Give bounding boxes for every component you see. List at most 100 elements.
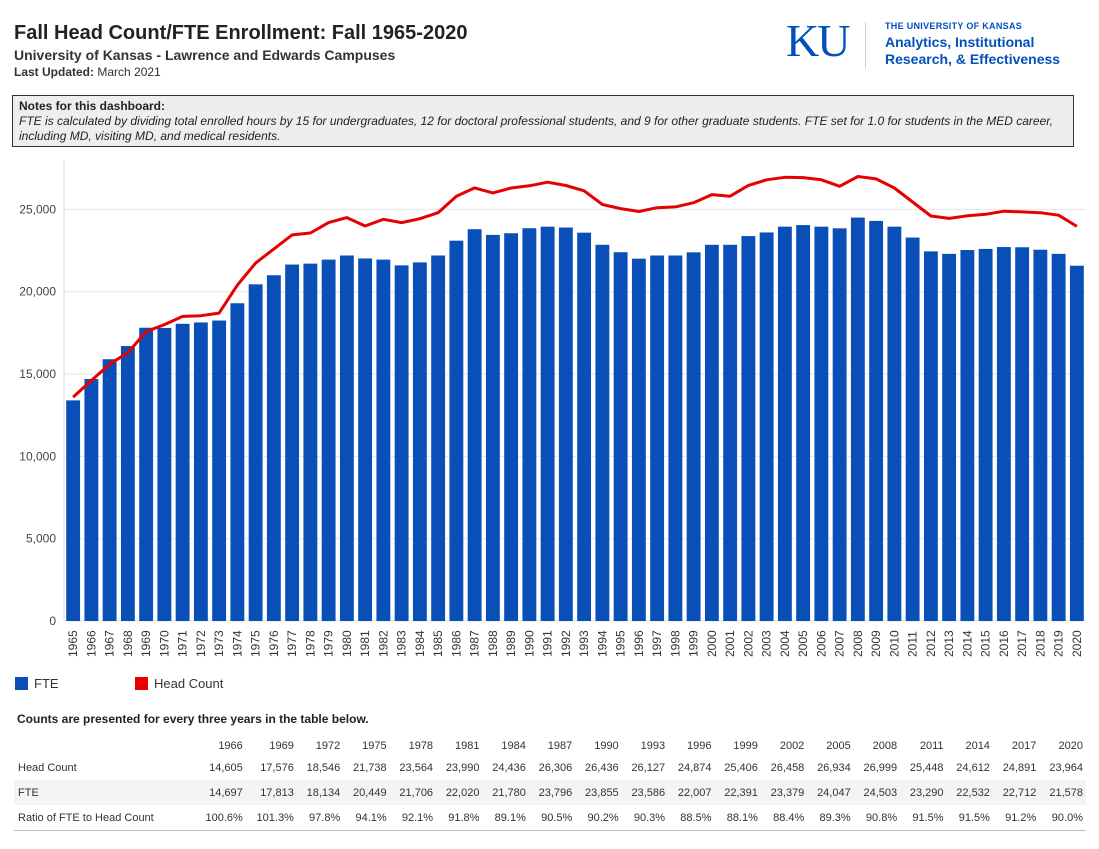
- fte-bar[interactable]: [595, 244, 610, 621]
- fte-bar[interactable]: [303, 263, 318, 621]
- fte-bar[interactable]: [850, 217, 865, 621]
- legend-item-headcount[interactable]: Head Count: [135, 676, 223, 691]
- fte-bar[interactable]: [1051, 253, 1066, 621]
- fte-bar[interactable]: [887, 226, 902, 621]
- x-tick-label: 2012: [924, 630, 938, 657]
- table-cell: 90.3%: [621, 805, 669, 831]
- fte-bar[interactable]: [704, 244, 719, 621]
- fte-bar[interactable]: [84, 379, 99, 621]
- table-cell: 26,306: [538, 761, 573, 774]
- fte-bar[interactable]: [668, 255, 683, 621]
- fte-bar[interactable]: [157, 327, 172, 621]
- x-tick-label: 2006: [814, 630, 828, 657]
- fte-bar[interactable]: [631, 258, 646, 621]
- fte-bar[interactable]: [814, 226, 829, 621]
- fte-bar[interactable]: [777, 226, 792, 621]
- fte-bar[interactable]: [102, 359, 117, 621]
- fte-bar[interactable]: [376, 259, 391, 621]
- x-tick-label: 1984: [413, 630, 427, 657]
- fte-bar[interactable]: [650, 255, 665, 621]
- fte-bar[interactable]: [759, 232, 774, 621]
- x-tick-label: 1977: [285, 630, 299, 657]
- table-cell: 24,874: [677, 761, 712, 774]
- table-row-label: FTE: [14, 780, 195, 805]
- fte-bar[interactable]: [120, 346, 135, 621]
- fte-bar[interactable]: [960, 250, 975, 621]
- notes-panel: Notes for this dashboard: FTE is calcula…: [12, 95, 1074, 147]
- x-tick-label: 1981: [358, 630, 372, 657]
- fte-bar[interactable]: [996, 247, 1011, 621]
- x-tick-label: 2002: [741, 630, 755, 657]
- fte-bar[interactable]: [796, 225, 811, 621]
- fte-bar[interactable]: [869, 220, 884, 622]
- legend-swatch-headcount: [135, 677, 148, 690]
- fte-bar[interactable]: [723, 244, 738, 621]
- x-tick-label: 1980: [340, 630, 354, 657]
- fte-bar[interactable]: [686, 252, 701, 621]
- y-tick-label: 15,000: [19, 367, 56, 381]
- fte-bar[interactable]: [230, 303, 245, 621]
- fte-bar[interactable]: [175, 323, 190, 621]
- fte-bar[interactable]: [577, 232, 592, 622]
- fte-bar[interactable]: [193, 322, 208, 621]
- fte-bar[interactable]: [741, 236, 756, 621]
- fte-bar[interactable]: [394, 265, 409, 621]
- fte-bar[interactable]: [832, 228, 847, 621]
- fte-bar[interactable]: [905, 237, 920, 621]
- fte-bar[interactable]: [449, 240, 464, 622]
- table-cell: 90.2%: [575, 805, 622, 831]
- table-row: Ratio of FTE to Head Count 100.6% 101.3% 97…: [14, 805, 1086, 831]
- x-tick-label: 1992: [559, 630, 573, 657]
- fte-bar[interactable]: [467, 229, 482, 621]
- fte-bar[interactable]: [66, 400, 81, 621]
- table-year-header: 2011: [919, 740, 944, 752]
- y-tick-label: 20,000: [19, 285, 56, 299]
- table-cell: 17,576: [260, 761, 294, 774]
- fte-bar[interactable]: [266, 275, 281, 621]
- org-name-small: THE UNIVERSITY OF KANSAS: [885, 21, 1023, 31]
- fte-bar[interactable]: [558, 227, 573, 621]
- table-cell: 24,891: [1002, 761, 1037, 774]
- fte-bar[interactable]: [923, 251, 938, 622]
- table-year-header: 1996: [687, 740, 712, 752]
- fte-bar[interactable]: [431, 255, 446, 621]
- y-tick-label: 5,000: [26, 532, 56, 546]
- fte-bar[interactable]: [485, 234, 500, 621]
- x-tick-label: 1990: [522, 630, 536, 657]
- table-cell: 92.1%: [389, 805, 437, 831]
- notes-body: FTE is calculated by dividing total enro…: [19, 114, 1053, 143]
- fte-bar[interactable]: [1015, 247, 1030, 621]
- headcount-line[interactable]: [72, 175, 1078, 399]
- fte-bar[interactable]: [1033, 249, 1048, 621]
- fte-bar[interactable]: [613, 252, 628, 621]
- x-tick-label: 2014: [960, 630, 974, 657]
- table-cell: 89.3%: [807, 805, 854, 831]
- table-cell: 14,605: [209, 761, 243, 774]
- table-year-header: 2005: [826, 740, 851, 752]
- fte-bar[interactable]: [1069, 265, 1084, 621]
- table-cell: 94.1%: [343, 805, 390, 831]
- fte-bar[interactable]: [285, 264, 300, 621]
- fte-bar[interactable]: [412, 262, 427, 621]
- table-cell: 23,796: [528, 780, 576, 805]
- fte-bar[interactable]: [978, 248, 993, 621]
- fte-bar[interactable]: [212, 320, 227, 621]
- fte-bar[interactable]: [358, 258, 373, 621]
- fte-bar[interactable]: [540, 226, 555, 621]
- x-tick-label: 2011: [906, 631, 920, 657]
- table-cell: 21,578: [1039, 780, 1086, 805]
- ku-logo[interactable]: KU: [786, 15, 850, 66]
- x-tick-label: 1993: [577, 630, 591, 657]
- fte-bar[interactable]: [522, 228, 537, 622]
- page-subtitle: University of Kansas - Lawrence and Edwa…: [14, 47, 396, 63]
- fte-bar[interactable]: [339, 255, 354, 621]
- table-row-label: Head Count: [18, 761, 77, 774]
- x-tick-label: 2017: [1015, 630, 1029, 657]
- fte-bar[interactable]: [942, 253, 957, 621]
- legend-item-fte[interactable]: FTE: [15, 676, 59, 691]
- notes-heading: Notes for this dashboard:: [19, 99, 166, 113]
- fte-bar[interactable]: [139, 327, 154, 621]
- fte-bar[interactable]: [321, 259, 336, 621]
- fte-bar[interactable]: [248, 284, 263, 621]
- fte-bar[interactable]: [504, 233, 519, 621]
